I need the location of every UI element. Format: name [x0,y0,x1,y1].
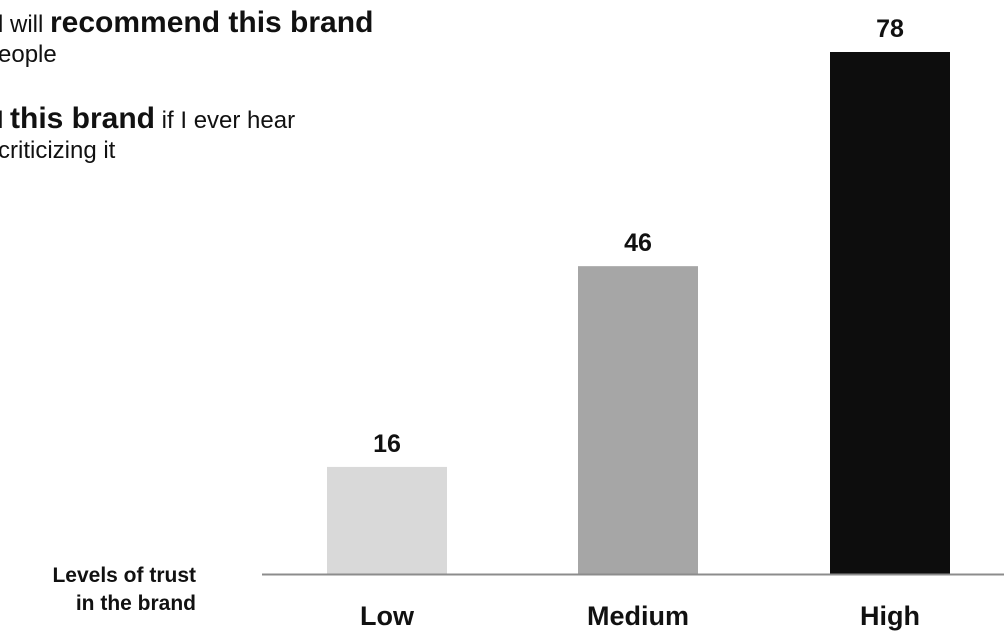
caption-defend: l this brand if I ever hear criticizing … [0,104,295,166]
bars-group [327,52,950,574]
category-label-medium: Medium [587,601,689,631]
caption-defend-line-2: criticizing it [0,137,116,164]
caption-defend-prefix: l [0,107,4,134]
caption-recommend-emphasis: recommend this brand [50,6,374,39]
caption-defend-line-1: l this brand if I ever hear [0,104,295,136]
axis-title-line-1: Levels of trust [52,564,196,587]
caption-defend-emphasis: this brand [10,102,156,135]
bar-high [830,52,950,574]
value-labels-group: 16 46 78 [373,15,904,458]
caption-recommend-line-1: l will recommend this brand [0,8,373,40]
value-label-low: 16 [373,430,401,458]
caption-recommend-prefix: l will [0,11,50,38]
axis-title-line-2: in the brand [75,592,196,615]
value-label-medium: 46 [624,229,652,257]
caption-recommend: l will recommend this brand eople [0,8,373,70]
caption-defend-suffix: if I ever hear [155,107,296,134]
value-label-high: 78 [876,15,904,43]
bar-medium [578,266,698,574]
bar-low [327,466,447,574]
caption-recommend-line-2: eople [0,41,57,68]
category-labels-group: Low Medium High [360,601,920,631]
axis-title: Levels of trust in the brand [0,562,196,618]
category-label-low: Low [360,601,415,631]
category-label-high: High [860,601,920,631]
